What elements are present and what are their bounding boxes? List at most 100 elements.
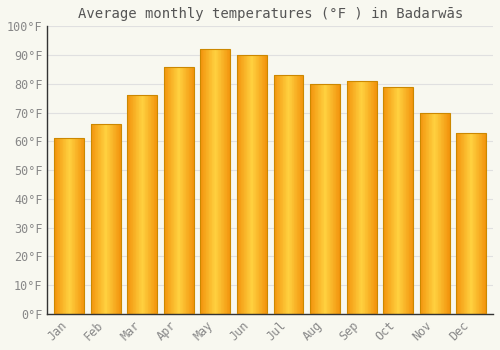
Bar: [475, 133, 476, 314]
Title: Average monthly temperatures (°F ) in Badarwās: Average monthly temperatures (°F ) in Ba…: [78, 7, 463, 21]
Bar: [264, 55, 266, 314]
Bar: [118, 124, 120, 314]
Bar: [407, 87, 408, 314]
Bar: [104, 124, 105, 314]
Bar: [386, 87, 387, 314]
Bar: [164, 66, 166, 314]
Bar: [338, 84, 340, 314]
Bar: [362, 81, 363, 314]
Bar: [370, 81, 372, 314]
Bar: [179, 66, 180, 314]
Bar: [276, 75, 278, 314]
Bar: [395, 87, 396, 314]
Bar: [141, 95, 142, 314]
Bar: [191, 66, 192, 314]
Bar: [448, 113, 449, 314]
Bar: [366, 81, 367, 314]
Bar: [98, 124, 99, 314]
Bar: [67, 139, 68, 314]
Bar: [260, 55, 261, 314]
Bar: [100, 124, 102, 314]
Bar: [354, 81, 355, 314]
Bar: [146, 95, 147, 314]
Bar: [229, 49, 230, 314]
Bar: [201, 49, 202, 314]
Bar: [457, 133, 458, 314]
Bar: [471, 133, 472, 314]
Bar: [244, 55, 245, 314]
Bar: [77, 139, 78, 314]
Bar: [172, 66, 173, 314]
Bar: [474, 133, 475, 314]
Bar: [404, 87, 405, 314]
Bar: [482, 133, 483, 314]
Bar: [237, 55, 238, 314]
Bar: [166, 66, 167, 314]
Bar: [330, 84, 331, 314]
Bar: [211, 49, 212, 314]
Bar: [434, 113, 436, 314]
Bar: [102, 124, 103, 314]
Bar: [193, 66, 194, 314]
Bar: [82, 139, 83, 314]
Bar: [317, 84, 318, 314]
Bar: [142, 95, 143, 314]
Bar: [262, 55, 263, 314]
Bar: [396, 87, 398, 314]
Bar: [430, 113, 431, 314]
Bar: [74, 139, 76, 314]
Bar: [424, 113, 425, 314]
Bar: [76, 139, 77, 314]
Bar: [219, 49, 220, 314]
Bar: [388, 87, 389, 314]
Bar: [92, 124, 93, 314]
Bar: [399, 87, 400, 314]
Bar: [188, 66, 190, 314]
Bar: [357, 81, 358, 314]
Bar: [207, 49, 208, 314]
Bar: [71, 139, 72, 314]
Bar: [356, 81, 357, 314]
Bar: [252, 55, 254, 314]
Bar: [285, 75, 286, 314]
Bar: [324, 84, 325, 314]
Bar: [384, 87, 386, 314]
Bar: [282, 75, 284, 314]
Bar: [431, 113, 432, 314]
Bar: [154, 95, 155, 314]
Bar: [62, 139, 64, 314]
Bar: [400, 87, 401, 314]
Bar: [426, 113, 427, 314]
Bar: [91, 124, 92, 314]
Bar: [406, 87, 407, 314]
Bar: [116, 124, 117, 314]
Bar: [65, 139, 66, 314]
Bar: [114, 124, 115, 314]
Bar: [248, 55, 249, 314]
Bar: [392, 87, 393, 314]
Bar: [408, 87, 410, 314]
Bar: [444, 113, 445, 314]
Bar: [393, 87, 394, 314]
Bar: [364, 81, 366, 314]
Bar: [348, 81, 349, 314]
Bar: [208, 49, 210, 314]
Bar: [147, 95, 148, 314]
Bar: [484, 133, 486, 314]
Bar: [346, 81, 376, 314]
Bar: [148, 95, 149, 314]
Bar: [180, 66, 181, 314]
Bar: [445, 113, 446, 314]
Bar: [301, 75, 302, 314]
Bar: [438, 113, 439, 314]
Bar: [422, 113, 424, 314]
Bar: [316, 84, 317, 314]
Bar: [481, 133, 482, 314]
Bar: [80, 139, 82, 314]
Bar: [225, 49, 226, 314]
Bar: [206, 49, 207, 314]
Bar: [79, 139, 80, 314]
Bar: [410, 87, 411, 314]
Bar: [185, 66, 186, 314]
Bar: [176, 66, 178, 314]
